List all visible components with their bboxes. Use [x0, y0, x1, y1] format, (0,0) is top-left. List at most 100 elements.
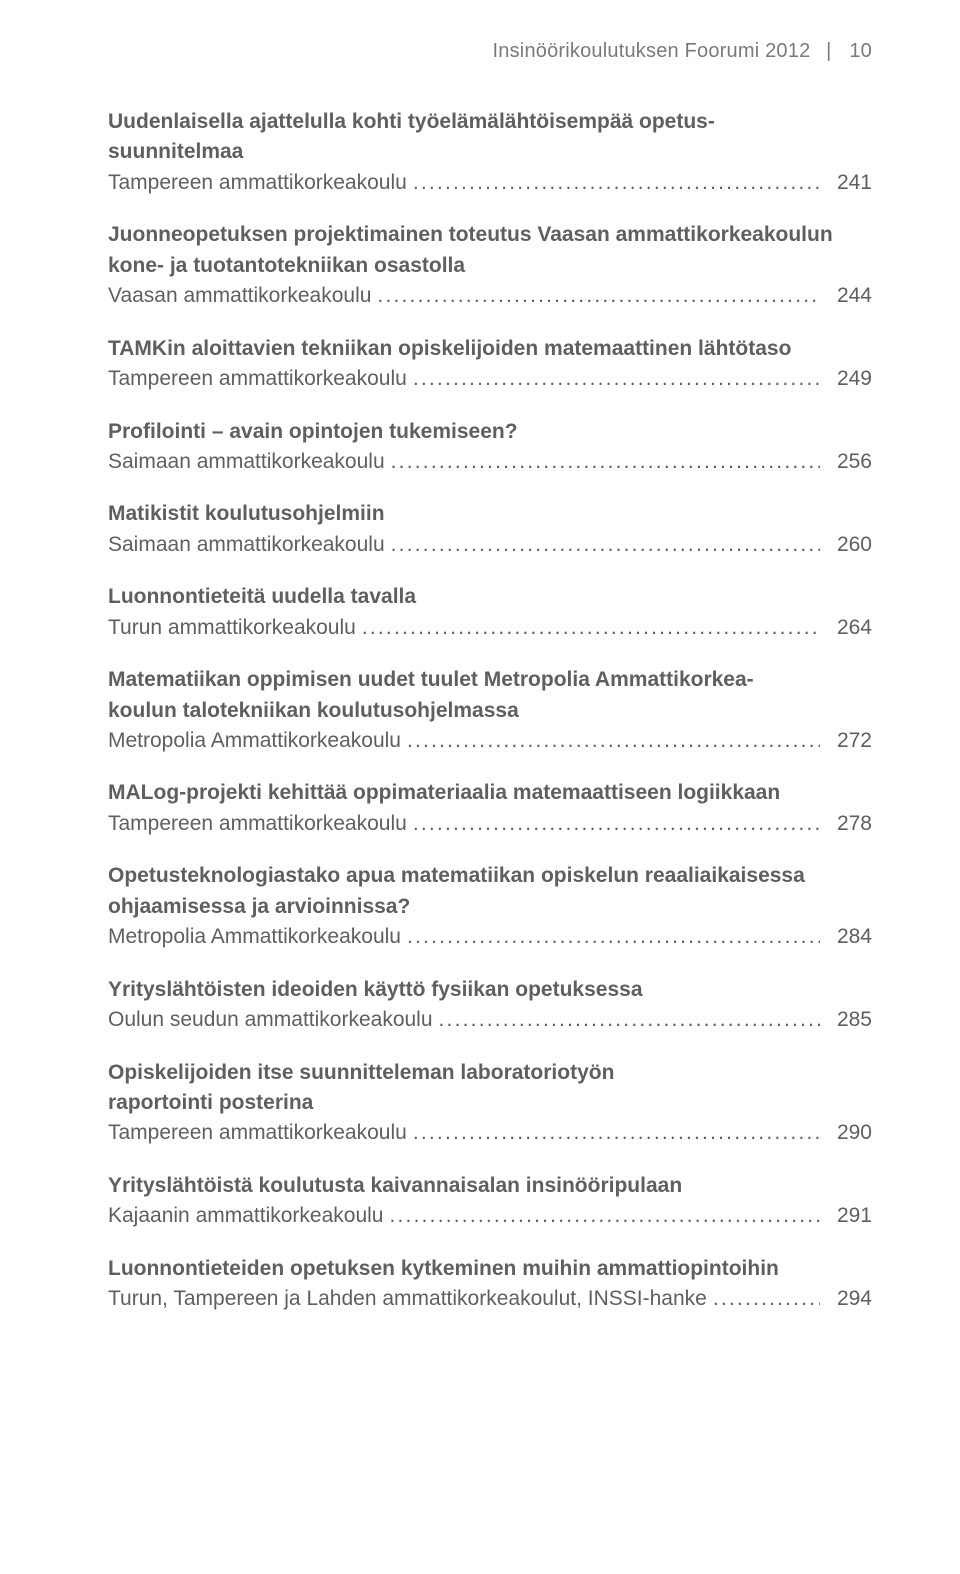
toc-page: 272 [826, 726, 872, 756]
toc-source-row: Metropolia Ammattikorkeakoulu 284 [108, 922, 872, 952]
toc-entry: Matematiikan oppimisen uudet tuulet Metr… [108, 665, 872, 756]
toc-source: Tampereen ammattikorkeakoulu [108, 809, 407, 839]
dot-leader [391, 447, 820, 477]
toc-page: 290 [826, 1118, 872, 1148]
toc-entry: Profilointi – avain opintojen tukemiseen… [108, 417, 872, 478]
toc-title-line: suunnitelmaa [108, 140, 243, 163]
toc-title: Profilointi – avain opintojen tukemiseen… [108, 417, 872, 447]
toc-title: Opiskelijoiden itse suunnitteleman labor… [108, 1058, 872, 1119]
toc-title-line: Luonnontieteitä uudella tavalla [108, 585, 416, 608]
toc-page: 284 [826, 922, 872, 952]
toc-source-row: Oulun seudun ammattikorkeakoulu 285 [108, 1005, 872, 1035]
toc-title-line: TAMKin aloittavien tekniikan opiskelijoi… [108, 337, 791, 360]
toc-title-line: Opiskelijoiden itse suunnitteleman labor… [108, 1061, 614, 1084]
toc-entry: Luonnontieteitä uudella tavalla Turun am… [108, 582, 872, 643]
toc-source: Tampereen ammattikorkeakoulu [108, 168, 407, 198]
toc-source-row: Kajaanin ammattikorkeakoulu 291 [108, 1201, 872, 1231]
toc-title: Juonneopetuksen projektimainen toteutus … [108, 220, 872, 281]
toc-source-row: Saimaan ammattikorkeakoulu 256 [108, 447, 872, 477]
toc-entry: Matikistit koulutusohjelmiin Saimaan amm… [108, 499, 872, 560]
toc-title-line: MALog-projekti kehittää oppimateriaalia … [108, 781, 780, 804]
dot-leader [377, 281, 820, 311]
toc-source-row: Turun ammattikorkeakoulu 264 [108, 613, 872, 643]
document-page: Insinöörikoulutuksen Foorumi 2012 | 10 U… [0, 0, 960, 1397]
toc-entry: Juonneopetuksen projektimainen toteutus … [108, 220, 872, 311]
dot-leader [439, 1005, 820, 1035]
dot-leader [413, 168, 820, 198]
header-title: Insinöörikoulutuksen Foorumi 2012 [493, 40, 811, 62]
toc-page: 285 [826, 1005, 872, 1035]
toc-title-line: koulun talotekniikan koulutusohjelmassa [108, 699, 519, 722]
toc-page: 256 [826, 447, 872, 477]
toc-title: Yrityslähtöistä koulutusta kaivannaisala… [108, 1171, 872, 1201]
toc-source: Oulun seudun ammattikorkeakoulu [108, 1005, 433, 1035]
dot-leader [389, 1201, 820, 1231]
toc-page: 294 [826, 1284, 872, 1314]
toc-source: Kajaanin ammattikorkeakoulu [108, 1201, 383, 1231]
toc-source-row: Tampereen ammattikorkeakoulu 241 [108, 168, 872, 198]
toc-source-row: Turun, Tampereen ja Lahden ammattikorkea… [108, 1284, 872, 1314]
toc-source: Tampereen ammattikorkeakoulu [108, 364, 407, 394]
toc-title-line: Matikistit koulutusohjelmiin [108, 502, 385, 525]
toc-title-line: Opetusteknologiastako apua matematiikan … [108, 864, 805, 887]
toc-entry: MALog-projekti kehittää oppimateriaalia … [108, 778, 872, 839]
toc-title: Luonnontieteitä uudella tavalla [108, 582, 872, 612]
toc-source: Turun, Tampereen ja Lahden ammattikorkea… [108, 1284, 707, 1314]
toc-title-line: raportointi posterina [108, 1091, 313, 1114]
toc-source: Metropolia Ammattikorkeakoulu [108, 726, 401, 756]
toc-title: MALog-projekti kehittää oppimateriaalia … [108, 778, 872, 808]
toc-entry: Luonnontieteiden opetuksen kytkeminen mu… [108, 1254, 872, 1315]
toc-page: 260 [826, 530, 872, 560]
toc-page: 291 [826, 1201, 872, 1231]
header-separator: | [826, 40, 831, 63]
toc-title-line: Yrityslähtöistä koulutusta kaivannaisala… [108, 1174, 682, 1197]
toc-source: Metropolia Ammattikorkeakoulu [108, 922, 401, 952]
toc-entry: Opiskelijoiden itse suunnitteleman labor… [108, 1058, 872, 1149]
toc-entry: Yrityslähtöisten ideoiden käyttö fysiika… [108, 975, 872, 1036]
toc-title-line: kone- ja tuotantotekniikan osastolla [108, 254, 465, 277]
toc-title-line: Luonnontieteiden opetuksen kytkeminen mu… [108, 1257, 779, 1280]
toc-source-row: Vaasan ammattikorkeakoulu 244 [108, 281, 872, 311]
dot-leader [362, 613, 820, 643]
toc-entry: TAMKin aloittavien tekniikan opiskelijoi… [108, 334, 872, 395]
toc-source-row: Metropolia Ammattikorkeakoulu 272 [108, 726, 872, 756]
dot-leader [413, 364, 820, 394]
toc-entry: Opetusteknologiastako apua matematiikan … [108, 861, 872, 952]
toc-source-row: Tampereen ammattikorkeakoulu 290 [108, 1118, 872, 1148]
running-header: Insinöörikoulutuksen Foorumi 2012 | 10 [108, 40, 872, 63]
toc-source: Tampereen ammattikorkeakoulu [108, 1118, 407, 1148]
toc-source: Saimaan ammattikorkeakoulu [108, 447, 385, 477]
toc-title: Luonnontieteiden opetuksen kytkeminen mu… [108, 1254, 872, 1284]
toc-title-line: Uudenlaisella ajattelulla kohti työelämä… [108, 110, 715, 133]
dot-leader [713, 1284, 820, 1314]
header-page-number: 10 [849, 40, 872, 63]
toc-page: 244 [826, 281, 872, 311]
toc-page: 264 [826, 613, 872, 643]
toc-title-line: Matematiikan oppimisen uudet tuulet Metr… [108, 668, 754, 691]
toc-title-line: Yrityslähtöisten ideoiden käyttö fysiika… [108, 978, 643, 1001]
dot-leader [391, 530, 820, 560]
toc-title: Uudenlaisella ajattelulla kohti työelämä… [108, 107, 872, 168]
dot-leader [413, 809, 820, 839]
dot-leader [413, 1118, 820, 1148]
toc-page: 249 [826, 364, 872, 394]
toc-source: Vaasan ammattikorkeakoulu [108, 281, 371, 311]
toc-title: TAMKin aloittavien tekniikan opiskelijoi… [108, 334, 872, 364]
toc-source-row: Tampereen ammattikorkeakoulu 278 [108, 809, 872, 839]
toc-entry: Uudenlaisella ajattelulla kohti työelämä… [108, 107, 872, 198]
toc-title: Opetusteknologiastako apua matematiikan … [108, 861, 872, 922]
toc-source-row: Tampereen ammattikorkeakoulu 249 [108, 364, 872, 394]
toc-title: Matikistit koulutusohjelmiin [108, 499, 872, 529]
toc-source-row: Saimaan ammattikorkeakoulu 260 [108, 530, 872, 560]
toc-source: Saimaan ammattikorkeakoulu [108, 530, 385, 560]
toc-title-line: Profilointi – avain opintojen tukemiseen… [108, 420, 518, 443]
toc-title-line: Juonneopetuksen projektimainen toteutus … [108, 223, 833, 246]
toc-title-line: ohjaamisessa ja arvioinnissa? [108, 895, 410, 918]
toc-page: 241 [826, 168, 872, 198]
toc-page: 278 [826, 809, 872, 839]
toc-title: Matematiikan oppimisen uudet tuulet Metr… [108, 665, 872, 726]
table-of-contents: Uudenlaisella ajattelulla kohti työelämä… [108, 107, 872, 1315]
toc-source: Turun ammattikorkeakoulu [108, 613, 356, 643]
dot-leader [407, 726, 820, 756]
toc-entry: Yrityslähtöistä koulutusta kaivannaisala… [108, 1171, 872, 1232]
